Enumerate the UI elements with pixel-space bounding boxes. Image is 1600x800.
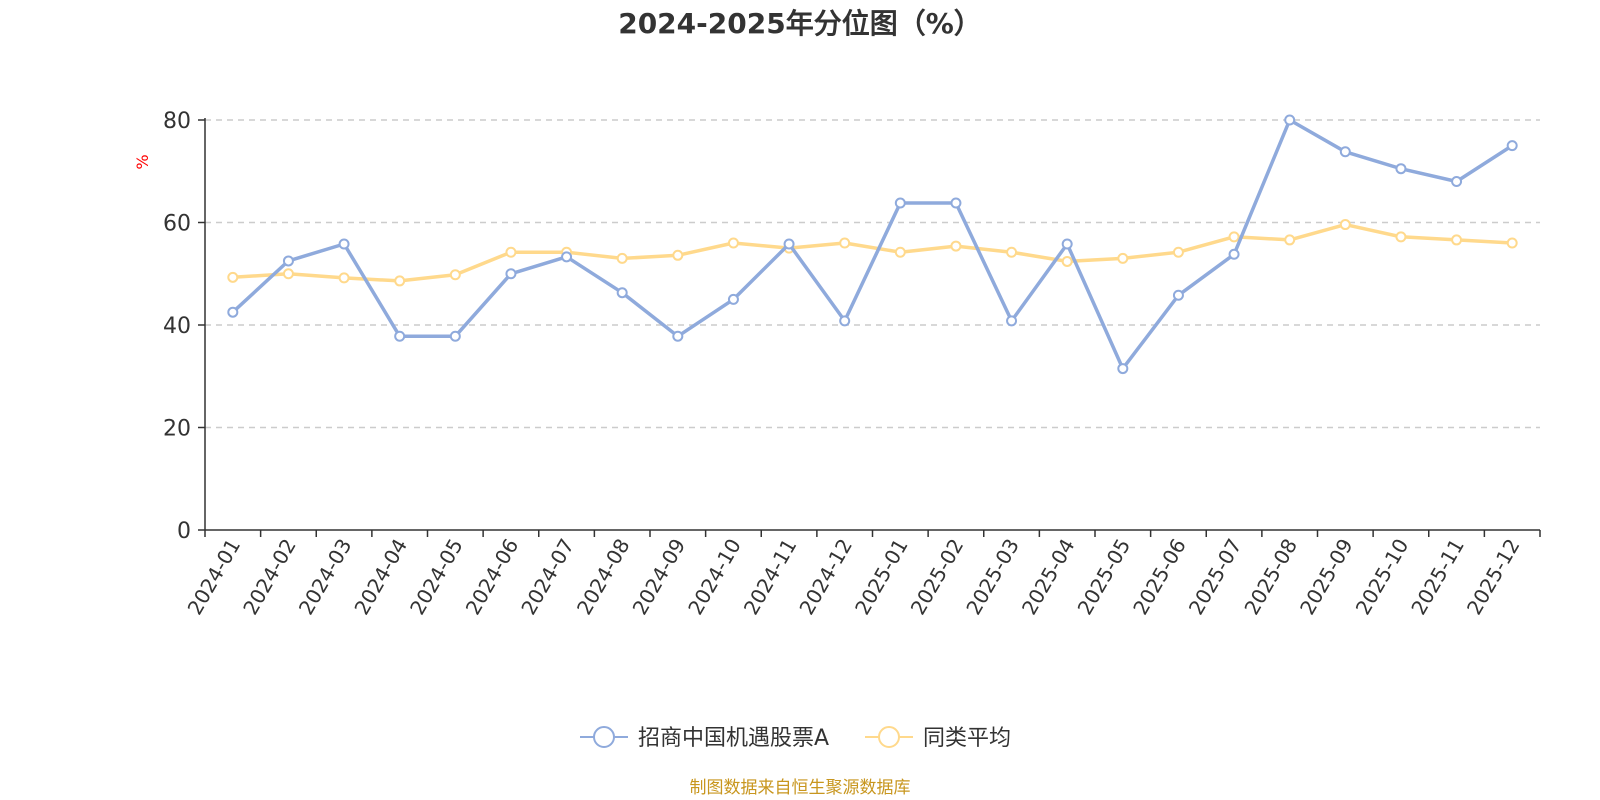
- x-tick-label: 2025-02: [906, 535, 969, 619]
- legend: 招商中国机遇股票A 同类平均: [580, 726, 1011, 751]
- data-point: [394, 330, 406, 342]
- data-point: [950, 197, 962, 209]
- data-point: [672, 249, 684, 261]
- data-point: [1061, 255, 1073, 267]
- chart-title: 2024-2025年分位图（%）: [618, 7, 982, 40]
- x-tick-label: 2025-09: [1295, 535, 1358, 619]
- data-point: [727, 293, 739, 305]
- data-point: [1506, 140, 1518, 152]
- data-point: [1395, 231, 1407, 243]
- legend-item-1: 同类平均: [865, 726, 1011, 751]
- x-tick-label: 2024-07: [516, 535, 579, 619]
- data-point: [227, 271, 239, 283]
- x-tick-label: 2024-12: [794, 535, 857, 619]
- data-point: [1284, 234, 1296, 246]
- data-point: [894, 197, 906, 209]
- x-tick-label: 2025-01: [850, 535, 913, 619]
- data-point: [282, 268, 294, 280]
- x-tick-label: 2024-03: [294, 535, 357, 619]
- series-0: [227, 114, 1518, 375]
- y-tick-label: 40: [163, 314, 191, 339]
- data-point: [505, 246, 517, 258]
- data-point: [1117, 363, 1129, 375]
- plot-area: [227, 114, 1518, 375]
- x-tick-label: 2024-06: [461, 535, 524, 619]
- data-point: [672, 330, 684, 342]
- data-point: [1117, 252, 1129, 264]
- y-tick-label: 80: [163, 109, 191, 134]
- data-point: [839, 237, 851, 249]
- series-line: [231, 118, 1514, 371]
- legend-item-0: 招商中国机遇股票A: [580, 726, 829, 751]
- data-point: [1006, 246, 1018, 258]
- data-point: [1228, 248, 1240, 260]
- x-tick-label: 2024-10: [683, 535, 746, 619]
- data-point: [1172, 289, 1184, 301]
- data-point: [1506, 237, 1518, 249]
- data-point: [616, 252, 628, 264]
- x-tick-label: 2025-04: [1017, 535, 1080, 619]
- grid-lines: [205, 119, 1540, 429]
- x-tick-label: 2024-01: [183, 535, 246, 619]
- data-point: [227, 306, 239, 318]
- x-tick-label: 2025-08: [1239, 535, 1302, 619]
- data-point: [338, 238, 350, 250]
- data-point: [727, 237, 739, 249]
- data-point: [394, 275, 406, 287]
- y-axis-label: %: [133, 154, 152, 169]
- y-tick-label: 0: [177, 519, 191, 544]
- x-tick-label: 2025-03: [961, 535, 1024, 619]
- y-tick-label: 60: [163, 212, 191, 237]
- data-point: [616, 287, 628, 299]
- data-point: [449, 269, 461, 281]
- x-tick-label: 2024-04: [349, 535, 412, 619]
- data-point: [894, 246, 906, 258]
- series-1: [227, 219, 1518, 287]
- x-tick-label: 2025-12: [1462, 535, 1525, 619]
- data-point: [1339, 146, 1351, 158]
- x-tick-label: 2025-10: [1351, 535, 1414, 619]
- axes: 0204060802024-012024-022024-032024-04202…: [163, 109, 1541, 619]
- data-point: [1395, 163, 1407, 175]
- source-note: 制图数据来自恒生聚源数据库: [690, 778, 911, 798]
- data-point: [1172, 246, 1184, 258]
- data-point: [1451, 234, 1463, 246]
- x-tick-label: 2025-11: [1406, 535, 1469, 619]
- data-point: [338, 272, 350, 284]
- x-tick-label: 2024-05: [405, 535, 468, 619]
- x-tick-label: 2025-06: [1128, 535, 1191, 619]
- data-point: [1451, 176, 1463, 187]
- data-point: [950, 240, 962, 252]
- x-tick-label: 2024-09: [628, 535, 691, 619]
- x-tick-label: 2024-11: [739, 535, 802, 619]
- x-tick-label: 2024-08: [572, 535, 635, 619]
- legend-label: 同类平均: [923, 726, 1011, 751]
- data-point: [1061, 238, 1073, 250]
- legend-marker: [878, 726, 900, 748]
- series-line: [232, 222, 1513, 283]
- x-tick-label: 2024-02: [238, 535, 301, 619]
- data-point: [1228, 231, 1240, 243]
- data-point: [1284, 114, 1296, 126]
- data-point: [783, 238, 795, 250]
- x-tick-label: 2025-07: [1184, 535, 1247, 619]
- data-point: [1006, 315, 1018, 327]
- data-point: [505, 268, 517, 280]
- data-point: [449, 330, 461, 342]
- y-tick-label: 20: [163, 417, 191, 442]
- x-tick-label: 2025-05: [1073, 535, 1136, 619]
- legend-marker: [593, 726, 615, 748]
- legend-label: 招商中国机遇股票A: [638, 726, 829, 751]
- data-point: [1339, 219, 1351, 231]
- data-point: [282, 255, 294, 267]
- data-point: [561, 251, 573, 263]
- data-point: [839, 315, 851, 327]
